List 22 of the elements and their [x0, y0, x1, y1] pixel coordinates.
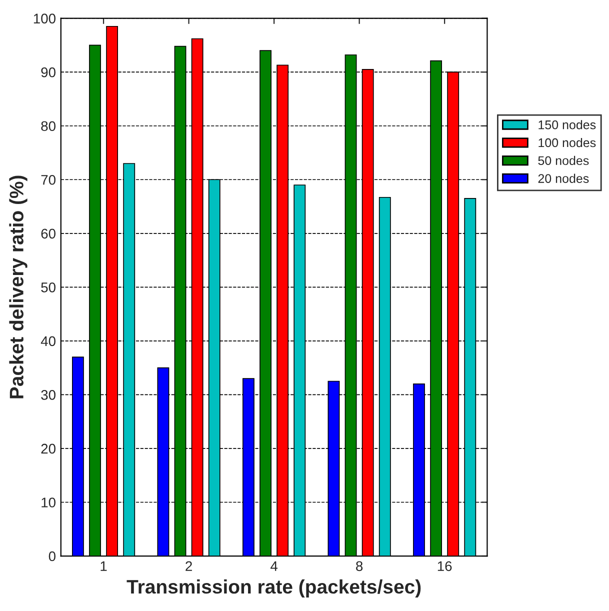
y-tick-label: 30 [41, 390, 56, 400]
legend-label: 100 nodes [538, 138, 596, 148]
x-tick-label: 4 [270, 561, 278, 571]
legend-label: 20 nodes [538, 174, 589, 183]
y-tick-label: 70 [41, 174, 56, 185]
legend-label: 50 nodes [538, 156, 589, 166]
y-tick-label: 40 [40, 336, 56, 346]
y-tick-label: 0 [48, 551, 56, 562]
legend-label: 150 nodes [538, 120, 596, 130]
x-tick-label: 16 [438, 561, 452, 572]
x-tick-label: 1 [100, 561, 107, 571]
x-tick-label: 2 [186, 561, 192, 571]
y-tick-label: 20 [41, 444, 56, 454]
y-tick-label: 90 [41, 67, 56, 78]
y-tick-label: 100 [34, 14, 56, 24]
y-tick-label: 60 [41, 228, 56, 239]
y-tick-label: 80 [41, 121, 56, 132]
y-axis-title: Packet delivery ratio (%) [9, 176, 28, 398]
x-tick-label: 8 [356, 561, 363, 572]
y-tick-label: 10 [42, 498, 56, 508]
y-tick-label: 50 [41, 282, 56, 292]
x-axis-title: Transmission rate (packets/sec) [126, 579, 421, 598]
